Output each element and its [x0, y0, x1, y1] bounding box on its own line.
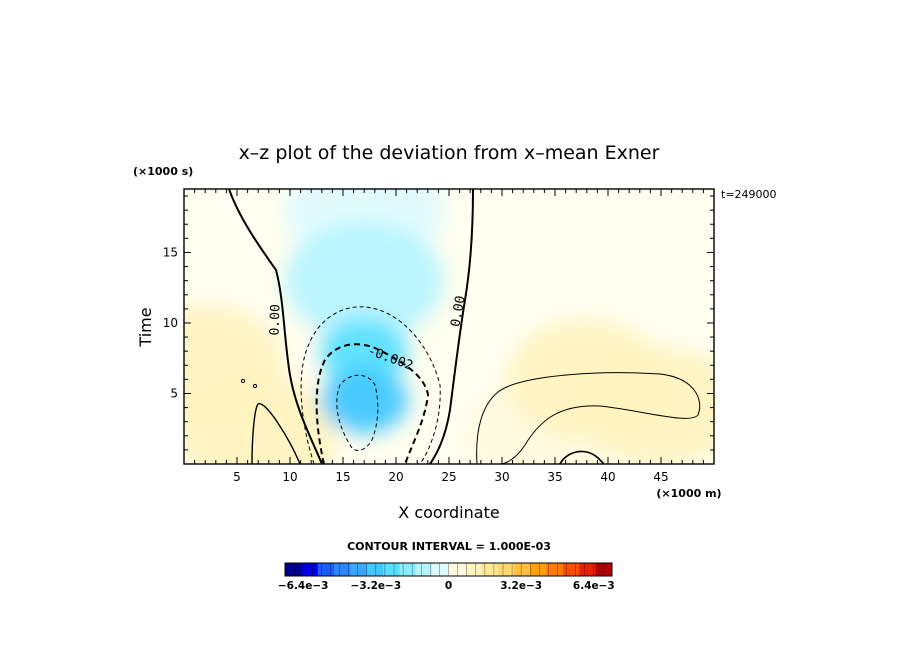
x-tick-label: 15	[335, 470, 350, 484]
colorbar-label: 3.2e−3	[500, 580, 542, 592]
y-axis-label: Time	[136, 307, 155, 347]
field-blob	[284, 221, 444, 340]
colorbar-label: 0	[445, 580, 452, 592]
colorbar-swatch	[317, 563, 335, 576]
contour-label: 0.00	[448, 295, 468, 328]
colorbar-swatch	[399, 563, 417, 576]
y-tick-labels: 5 10 15	[163, 245, 178, 400]
x-tick-label: 10	[282, 470, 297, 484]
x-tick-label: 40	[600, 470, 615, 484]
contour-zero-right	[429, 189, 474, 464]
field-layer	[184, 189, 714, 464]
colorbar-swatch	[366, 563, 384, 576]
x-tick-labels: 5 10 15 20 25 30 35 40 45	[233, 470, 668, 484]
colorbar-labels: −6.4e−3 −3.2e−3 0 3.2e−3 6.4e−3	[278, 580, 615, 592]
x-tick-label: 20	[388, 470, 403, 484]
axis-ticks	[184, 189, 714, 464]
x-tick-label: 30	[494, 470, 509, 484]
x-tick-label: 35	[547, 470, 562, 484]
contour-neg-002	[315, 343, 430, 464]
y-tick-label: 10	[163, 316, 178, 330]
colorbar-swatch	[350, 563, 368, 576]
x-tick-label: 5	[233, 470, 241, 484]
colorbar-swatch	[301, 563, 318, 576]
field-blob	[320, 367, 408, 434]
colorbar-swatch	[448, 563, 466, 576]
x-axis-label: X coordinate	[398, 503, 499, 522]
field-blob	[320, 318, 408, 384]
colorbar-swatch	[285, 563, 302, 576]
colorbar-swatch	[530, 563, 547, 576]
colorbar-label: −6.4e−3	[278, 580, 329, 592]
contour-zero-left-lower	[251, 403, 301, 464]
x-unit-label: (×1000 m)	[656, 487, 721, 500]
time-label: t=249000	[721, 188, 777, 201]
colorbar-swatch	[595, 563, 613, 576]
contour-dot	[252, 383, 258, 389]
colorbar-swatch	[334, 563, 351, 576]
colorbar-frame	[284, 562, 613, 577]
colorbar-swatch	[415, 563, 433, 576]
contour-label: 0.00	[267, 304, 283, 336]
y-unit-label: (×1000 s)	[133, 165, 193, 178]
colorbar-swatch	[513, 563, 531, 576]
colorbar-swatch	[562, 563, 580, 576]
colorbar-swatch	[383, 563, 400, 576]
contour-neg-003	[336, 374, 379, 451]
y-tick-label: 5	[170, 386, 178, 400]
colorbar-swatch	[481, 563, 498, 576]
colorbar-label: −3.2e−3	[351, 580, 402, 592]
colorbar-swatch	[432, 563, 449, 576]
chart-title: x–z plot of the deviation from x–mean Ex…	[239, 142, 660, 164]
y-tick-label: 15	[163, 245, 178, 259]
plot-area	[184, 189, 714, 464]
colorbar-swatch	[546, 563, 564, 576]
contour-pos-right-box	[476, 372, 701, 464]
x-tick-label: 25	[441, 470, 456, 484]
colorbar-swatch	[579, 563, 596, 576]
contour-interval-text: CONTOUR INTERVAL = 1.000E-03	[347, 540, 551, 553]
colorbar-label: 6.4e−3	[573, 580, 615, 592]
colorbar-swatch	[497, 563, 515, 576]
field-blob	[581, 348, 714, 464]
colorbar-swatch	[464, 563, 482, 576]
colorbar	[284, 562, 613, 577]
x-tick-label: 45	[653, 470, 668, 484]
field-blob	[184, 376, 338, 464]
contour-dot	[240, 378, 246, 384]
